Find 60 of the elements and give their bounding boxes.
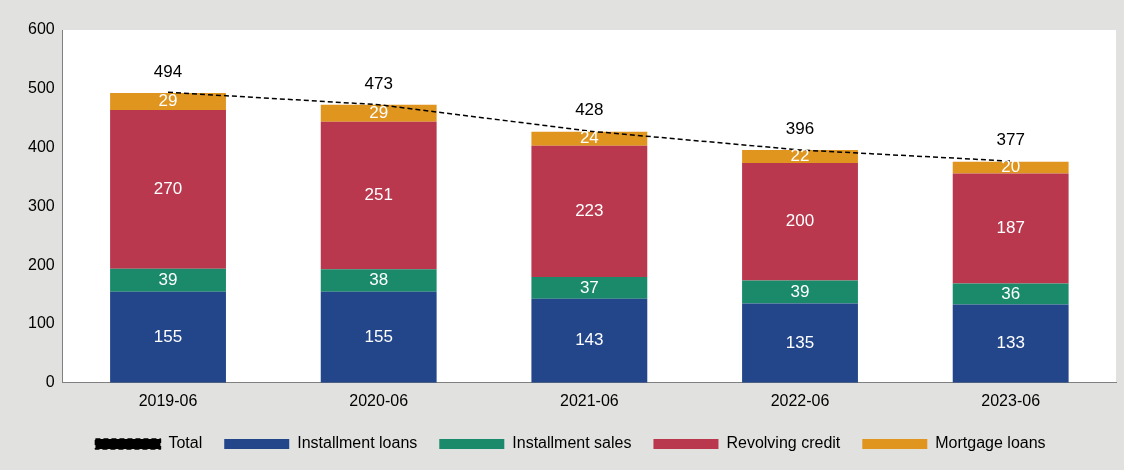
data-label: 494 — [153, 61, 183, 81]
x-tick-label: 2020-06 — [349, 391, 409, 409]
data-label: 39 — [790, 281, 810, 301]
bar — [110, 291, 226, 383]
data-label: 37 — [579, 277, 599, 297]
y-tick-label: 200 — [27, 255, 55, 273]
y-tick-label: 500 — [27, 79, 55, 97]
bar — [952, 173, 1069, 284]
x-tick-label: 2022-06 — [770, 391, 830, 409]
data-label: 39 — [158, 269, 178, 289]
x-tick-label: 2021-06 — [559, 391, 619, 409]
data-label: 396 — [785, 119, 815, 139]
data-label: 29 — [369, 102, 389, 122]
data-label: 20 — [1001, 157, 1021, 177]
x-tick-label: 2023-06 — [981, 391, 1041, 409]
bar — [531, 298, 648, 383]
data-label: 377 — [996, 130, 1025, 150]
legend-label: Installment loans — [297, 434, 418, 452]
data-label: 473 — [364, 73, 393, 93]
bar — [320, 104, 437, 122]
data-label: 38 — [369, 270, 389, 290]
bar — [742, 162, 858, 281]
data-label: 133 — [996, 333, 1025, 353]
bar — [952, 304, 1069, 383]
y-tick-label: 0 — [45, 373, 55, 391]
data-label: 143 — [575, 330, 604, 350]
data-label: 200 — [785, 211, 815, 231]
data-label: 29 — [158, 91, 178, 111]
data-label: 135 — [785, 332, 815, 352]
bar — [952, 283, 1069, 305]
data-label: 270 — [153, 179, 183, 199]
data-label: 223 — [575, 201, 604, 221]
bar — [320, 269, 437, 292]
data-label: 36 — [1001, 283, 1021, 303]
legend-label: Installment sales — [512, 434, 632, 452]
bar — [110, 92, 226, 110]
y-tick-label: 600 — [27, 20, 55, 38]
legend-label: Mortgage loans — [935, 434, 1046, 452]
data-label: 251 — [364, 185, 393, 205]
legend-label: Revolving credit — [726, 434, 841, 452]
bar — [742, 303, 858, 383]
bar — [110, 268, 226, 292]
data-label: 155 — [364, 326, 393, 346]
bar — [110, 109, 226, 269]
bar — [320, 291, 437, 383]
y-tick-label: 100 — [27, 314, 55, 332]
bar — [320, 121, 437, 270]
data-label: 187 — [996, 218, 1025, 238]
legend-label: Total — [168, 434, 203, 452]
y-tick-label: 300 — [27, 196, 55, 214]
bar — [531, 276, 648, 299]
y-tick-label: 400 — [27, 138, 55, 156]
bar — [742, 149, 858, 163]
data-label: 155 — [153, 326, 183, 346]
bar — [531, 131, 648, 146]
bar — [531, 145, 648, 277]
data-label: 428 — [575, 100, 604, 120]
x-tick-label: 2019-06 — [138, 391, 198, 409]
bar — [742, 280, 858, 304]
data-label: 24 — [579, 128, 599, 148]
